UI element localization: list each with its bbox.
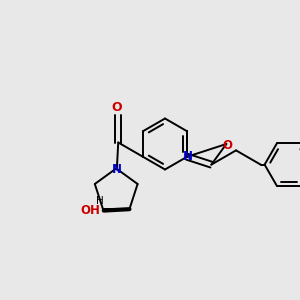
Text: H: H (96, 196, 104, 206)
Text: O: O (222, 139, 232, 152)
Text: O: O (111, 101, 122, 114)
Text: N: N (112, 163, 122, 176)
Text: N: N (183, 150, 193, 163)
Text: OH: OH (80, 204, 100, 217)
